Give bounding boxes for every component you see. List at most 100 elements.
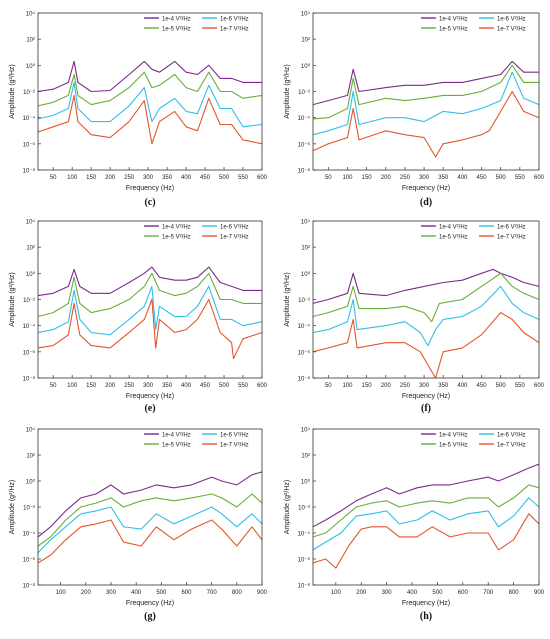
plot-area bbox=[313, 221, 539, 378]
y-tick-label: 10⁻⁶ bbox=[298, 557, 311, 564]
y-tick-label: 10⁻⁶ bbox=[23, 141, 36, 148]
series-line-1e-5 bbox=[37, 71, 263, 107]
y-tick-label: 10² bbox=[26, 38, 35, 44]
x-tick-label: 250 bbox=[124, 175, 135, 181]
series-line-1e-5 bbox=[37, 272, 262, 318]
x-tick-label: 50 bbox=[325, 383, 332, 389]
panel-caption: (e) bbox=[144, 403, 155, 414]
legend-entry-1e-4: 1e-4 V²/Hz bbox=[439, 17, 468, 23]
series-line-1e-5 bbox=[312, 64, 539, 120]
x-tick-label: 400 bbox=[407, 590, 418, 596]
x-tick-label: 450 bbox=[477, 175, 488, 181]
x-tick-label: 500 bbox=[432, 590, 443, 596]
chart-panel-e: 10⁻⁸ 10⁻⁶ 10⁻⁴ 10⁻² 10⁰ 10² 10⁴ 50 100 150 200 250 3… bbox=[9, 219, 268, 401]
x-tick-label: 500 bbox=[156, 590, 167, 596]
x-tick-label: 300 bbox=[419, 175, 430, 181]
x-tick-label: 900 bbox=[257, 590, 268, 596]
y-tick-label: 10⁴ bbox=[26, 219, 36, 226]
x-axis-label: Frequency (Hz) bbox=[402, 393, 450, 400]
x-tick-label: 500 bbox=[496, 175, 507, 181]
x-tick-label: 450 bbox=[200, 383, 211, 389]
x-tick-label: 600 bbox=[534, 175, 545, 181]
y-tick-label: 10² bbox=[301, 454, 310, 460]
legend-entry-1e-6: 1e-6 V²/Hz bbox=[497, 17, 526, 23]
y-axis-label: Amplitude (g²/Hz) bbox=[9, 480, 16, 534]
legend-entry-1e-6: 1e-6 V²/Hz bbox=[220, 433, 249, 439]
y-axis-label: Amplitude (g²/Hz) bbox=[284, 272, 291, 326]
y-tick-label: 10⁰ bbox=[301, 479, 311, 486]
x-tick-label: 500 bbox=[496, 383, 507, 389]
x-tick-label: 200 bbox=[381, 175, 392, 181]
x-tick-label: 300 bbox=[419, 383, 430, 389]
y-tick-label: 10² bbox=[26, 454, 35, 460]
x-tick-label: 700 bbox=[207, 590, 218, 596]
y-tick-label: 10⁻⁸ bbox=[23, 168, 36, 175]
x-tick-label: 300 bbox=[382, 590, 393, 596]
legend-entry-1e-5: 1e-5 V²/Hz bbox=[439, 235, 468, 241]
series-line-1e-4 bbox=[37, 266, 262, 297]
legend-entry-1e-4: 1e-4 V²/Hz bbox=[162, 225, 191, 231]
y-tick-label: 10² bbox=[301, 246, 310, 252]
x-tick-label: 50 bbox=[50, 383, 57, 389]
legend-entry-1e-6: 1e-6 V²/Hz bbox=[220, 225, 249, 231]
x-tick-label: 300 bbox=[143, 175, 154, 181]
legend-entry-1e-5: 1e-5 V²/Hz bbox=[439, 27, 468, 33]
legend-entry-1e-6: 1e-6 V²/Hz bbox=[497, 225, 526, 231]
panel-caption: (g) bbox=[144, 611, 156, 622]
x-tick-label: 600 bbox=[257, 383, 268, 389]
legend-entry-1e-7: 1e-7 V²/Hz bbox=[497, 235, 526, 241]
panel-caption: (f) bbox=[421, 403, 431, 414]
y-tick-label: 10⁻⁴ bbox=[298, 115, 311, 122]
x-tick-label: 100 bbox=[342, 175, 353, 181]
x-tick-label: 100 bbox=[67, 175, 78, 181]
y-tick-label: 10⁻⁴ bbox=[298, 323, 311, 330]
x-tick-label: 150 bbox=[86, 383, 97, 389]
x-tick-label: 450 bbox=[200, 175, 211, 181]
x-tick-label: 250 bbox=[400, 383, 411, 389]
x-tick-label: 550 bbox=[238, 383, 249, 389]
series-line-1e-4 bbox=[37, 60, 262, 93]
x-tick-label: 200 bbox=[381, 383, 392, 389]
y-tick-label: 10⁰ bbox=[26, 271, 36, 278]
y-tick-label: 10⁻⁸ bbox=[298, 583, 311, 590]
chart-panel-c: 10⁻⁸ 10⁻⁶ 10⁻⁴ 10⁻² 10⁰ 10² 10⁴ 50 100 150 200 250 3… bbox=[9, 11, 268, 193]
x-tick-label: 550 bbox=[515, 383, 526, 389]
x-tick-label: 200 bbox=[356, 590, 367, 596]
x-tick-label: 550 bbox=[515, 175, 526, 181]
y-tick-label: 10⁻² bbox=[23, 298, 35, 304]
series-line-1e-7 bbox=[37, 94, 263, 145]
y-axis-label: Amplitude (g²/Hz) bbox=[284, 64, 291, 118]
y-tick-label: 10⁻⁴ bbox=[298, 531, 311, 538]
x-tick-label: 100 bbox=[67, 383, 78, 389]
plot-area bbox=[313, 13, 539, 170]
x-tick-label: 700 bbox=[483, 590, 494, 596]
x-tick-label: 100 bbox=[331, 590, 342, 596]
legend-entry-1e-7: 1e-7 V²/Hz bbox=[220, 27, 249, 33]
y-axis-label: Amplitude (g²/Hz) bbox=[284, 480, 291, 534]
x-tick-label: 100 bbox=[56, 590, 67, 596]
chart-panel-g: 10⁻⁸ 10⁻⁶ 10⁻⁴ 10⁻² 10⁰ 10² 10⁴ 100 200 300 400 500… bbox=[9, 427, 268, 608]
x-axis-label: Frequency (Hz) bbox=[402, 600, 450, 607]
x-tick-label: 400 bbox=[131, 590, 142, 596]
series-line-1e-7 bbox=[312, 513, 540, 569]
y-tick-label: 10⁻² bbox=[298, 90, 310, 96]
y-tick-label: 10⁻⁶ bbox=[23, 557, 36, 564]
y-tick-label: 10⁻² bbox=[298, 506, 310, 512]
y-tick-label: 10⁴ bbox=[301, 427, 311, 434]
y-tick-label: 10⁻⁴ bbox=[23, 531, 36, 538]
x-tick-label: 600 bbox=[534, 383, 545, 389]
y-tick-label: 10⁻⁸ bbox=[23, 583, 36, 590]
legend-entry-1e-7: 1e-7 V²/Hz bbox=[497, 27, 526, 33]
x-tick-label: 250 bbox=[124, 383, 135, 389]
series-line-1e-7 bbox=[37, 519, 263, 564]
y-tick-label: 10⁻⁴ bbox=[23, 115, 36, 122]
legend-entry-1e-5: 1e-5 V²/Hz bbox=[162, 443, 191, 449]
y-tick-label: 10⁴ bbox=[26, 427, 36, 434]
series-line-1e-4 bbox=[312, 463, 540, 528]
legend-entry-1e-4: 1e-4 V²/Hz bbox=[162, 433, 191, 439]
y-axis-label: Amplitude (g²/Hz) bbox=[9, 272, 16, 326]
y-tick-label: 10⁻² bbox=[23, 90, 35, 96]
x-tick-label: 150 bbox=[86, 175, 97, 181]
